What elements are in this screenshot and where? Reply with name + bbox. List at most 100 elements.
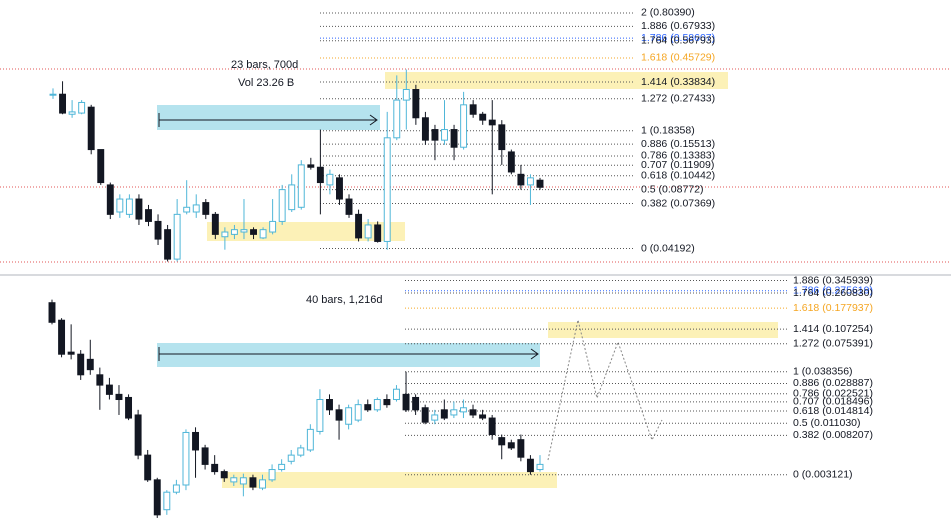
candle-body <box>259 229 267 239</box>
candle-body <box>412 396 420 411</box>
projection-path <box>547 319 663 461</box>
candle-body <box>374 224 382 242</box>
fib-label: 0.786 (0.022521) <box>793 388 873 400</box>
candle-body <box>383 137 391 242</box>
candle-body <box>125 198 133 215</box>
fib-label: 0.382 (0.07369) <box>641 197 715 209</box>
candle-body <box>278 189 286 222</box>
candle-body <box>431 414 439 421</box>
candle-body <box>517 173 525 186</box>
candle-body <box>479 113 487 121</box>
candle-body <box>536 463 544 471</box>
candle-body <box>460 104 468 148</box>
fib-label: 0.886 (0.15513) <box>641 138 715 150</box>
fib-label: 1.886 (0.67933) <box>641 20 715 32</box>
candle-body <box>97 149 105 184</box>
fib-label: 0.886 (0.028887) <box>793 377 873 389</box>
candle-body <box>507 151 515 173</box>
candle-body <box>268 469 276 481</box>
fib-label: 0.618 (0.014814) <box>793 405 873 417</box>
fib-label: 1.272 (0.075391) <box>793 337 873 349</box>
candle-body <box>450 129 458 148</box>
candle-body <box>173 213 181 260</box>
candle-body <box>59 93 67 114</box>
target-zone <box>548 322 778 338</box>
candle-body <box>345 198 353 215</box>
candle-body <box>326 173 334 186</box>
candle-body <box>86 358 94 371</box>
candle-body <box>287 454 295 462</box>
candle-body <box>77 353 85 376</box>
candle-body <box>364 404 372 411</box>
candle-body <box>526 177 534 186</box>
candle-body <box>239 477 247 485</box>
candle-body <box>469 104 477 115</box>
candle-body <box>211 463 219 473</box>
candle-body <box>412 89 420 119</box>
fib-label: 0.382 (0.008207) <box>793 429 873 441</box>
candle-body <box>125 396 133 419</box>
support-zone <box>222 472 557 488</box>
candle-body <box>250 229 257 235</box>
fib-label: 0.707 (0.018496) <box>793 396 873 408</box>
candle-body <box>220 471 228 479</box>
fib-label: 2 (0.80390) <box>641 7 695 19</box>
candle-body <box>459 407 467 413</box>
candle-body <box>211 213 219 235</box>
candle-body <box>230 477 238 483</box>
candle-body <box>134 414 142 456</box>
candle-body <box>297 447 305 456</box>
fib-label: 0.5 (0.011030) <box>793 417 861 429</box>
candle-body <box>316 166 324 184</box>
fib-label: 1.414 (0.33834) <box>641 76 715 88</box>
fib-label: 1 (0.038356) <box>793 365 853 377</box>
candle-body <box>48 302 56 323</box>
fib-label: 0 (0.04192) <box>641 242 695 254</box>
candle-body <box>192 204 200 213</box>
candle-body <box>164 229 172 260</box>
candle-body <box>105 384 113 395</box>
candle-body <box>393 99 401 139</box>
candle-body <box>183 206 191 213</box>
candle-body <box>192 431 199 451</box>
candle-body <box>498 124 506 151</box>
arrow-head <box>369 114 378 126</box>
candle-body <box>87 106 95 151</box>
candle-body <box>306 428 314 451</box>
candle-body <box>269 220 277 233</box>
fib-label: 1.786 (0.275619) <box>793 285 873 297</box>
fib-label: 1.272 (0.27433) <box>641 92 715 104</box>
fib-label: 1.618 (0.177937) <box>793 302 873 314</box>
candle-body <box>345 407 353 425</box>
fib-label: 0 (0.003121) <box>793 468 853 480</box>
fib-label: 0.5 (0.08772) <box>641 183 703 195</box>
candle-body <box>297 164 305 208</box>
candle-body <box>402 89 410 101</box>
candle-body <box>316 399 324 432</box>
candle-body <box>526 458 534 473</box>
arrow-head <box>530 348 539 360</box>
candle-body <box>116 198 124 213</box>
candle-body <box>230 229 238 235</box>
candle-body <box>536 179 544 188</box>
fib-label: 1.618 (0.45729) <box>641 52 715 64</box>
fib-label: 1.786 (0.58607) <box>641 32 715 44</box>
candle-body <box>68 111 76 115</box>
fib-label: 0.618 (0.10442) <box>641 170 715 182</box>
volume-annotation: Vol 23.26 B <box>238 77 294 89</box>
target-zone <box>385 72 728 89</box>
fib-label: 1.764 (0.260830) <box>793 287 873 299</box>
candle-body <box>144 454 152 481</box>
candle-body <box>469 409 477 416</box>
candle-body <box>450 409 458 416</box>
candle-body <box>135 198 143 220</box>
candle-body <box>106 184 114 215</box>
candle-body <box>383 399 391 406</box>
candle-body <box>96 374 104 386</box>
candle-body <box>202 202 210 215</box>
range-measure <box>157 343 540 367</box>
fib-label: 0.707 (0.11909) <box>641 159 714 171</box>
candle-body <box>440 409 448 419</box>
candle-body <box>78 101 86 114</box>
